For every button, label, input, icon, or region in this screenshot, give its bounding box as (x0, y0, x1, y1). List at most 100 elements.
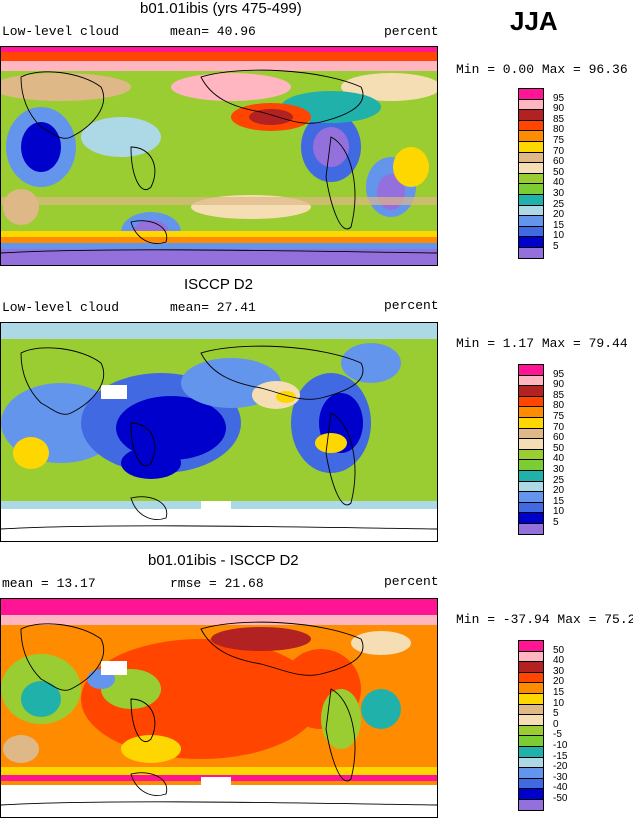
colorbar-label: 40 (553, 177, 565, 189)
panel-2-map (0, 322, 438, 542)
colorbar-swatch (518, 714, 544, 725)
colorbar-swatch (518, 799, 544, 811)
colorbar-label: 30 (553, 464, 565, 475)
colorbar-swatch (518, 225, 544, 237)
colorbar-label: 15 (553, 687, 565, 698)
colorbar-label: 5 (553, 517, 559, 528)
colorbar-label: 25 (553, 474, 565, 486)
panel-3-minmax-label: Min = -37.94 Max = 75.25 (456, 612, 633, 627)
colorbar-label: 70 (553, 145, 565, 157)
panel-2-units-label: percent (384, 298, 439, 313)
colorbar-swatch (518, 395, 544, 407)
panel-1-map (0, 46, 438, 266)
colorbar-swatch (518, 162, 544, 173)
colorbar-label: 0 (553, 718, 559, 730)
colorbar-label: 25 (553, 198, 565, 210)
colorbar-swatch (518, 501, 544, 513)
colorbar-label: -5 (553, 729, 562, 741)
panel-1-title: b01.01ibis (yrs 475-499) (140, 0, 302, 17)
colorbar-swatch (518, 438, 544, 449)
colorbar-swatch (518, 448, 544, 460)
colorbar-swatch (518, 640, 544, 651)
colorbar-swatch (518, 417, 544, 428)
panel-3-map (0, 598, 438, 818)
colorbar-swatch (518, 693, 544, 704)
colorbar-swatch (518, 427, 544, 439)
colorbar-swatch (518, 151, 544, 163)
colorbar-label: 20 (553, 676, 565, 688)
colorbar-label: 30 (553, 188, 565, 199)
colorbar-label: 85 (553, 389, 565, 401)
colorbar-label: -40 (553, 782, 568, 794)
colorbar-label: 10 (553, 506, 565, 518)
colorbar-label: 75 (553, 135, 565, 146)
colorbar-label: 60 (553, 156, 565, 168)
colorbar-label: 5 (553, 241, 559, 252)
colorbar-label: 10 (553, 697, 565, 709)
colorbar-swatch (518, 247, 544, 259)
colorbar-label: 90 (553, 103, 565, 115)
colorbar-swatch (518, 459, 544, 470)
colorbar-swatch (518, 194, 544, 205)
colorbar-label: 95 (553, 368, 565, 380)
colorbar-swatch (518, 735, 544, 746)
panel-3-rmse-label: rmse = 21.68 (170, 576, 264, 591)
panel-1-units-label: percent (384, 24, 439, 39)
colorbar-label: 50 (553, 166, 565, 178)
colorbar-label: 15 (553, 219, 565, 231)
colorbar-swatch (518, 172, 544, 184)
colorbar-label: 95 (553, 92, 565, 104)
panel-2-minmax-label: Min = 1.17 Max = 79.44 (456, 336, 628, 351)
colorbar-label: 50 (553, 644, 565, 656)
panel-3-mean-label: mean = 13.17 (2, 576, 96, 591)
panel-2-map-field (1, 323, 437, 541)
colorbar-swatch (518, 470, 544, 481)
colorbar-swatch (518, 98, 544, 110)
colorbar-swatch (518, 374, 544, 386)
colorbar-swatch (518, 406, 544, 417)
panel-2-mean-label: mean= 27.41 (170, 300, 256, 315)
colorbar-label: 85 (553, 113, 565, 125)
panel-1-mean-label: mean= 40.96 (170, 24, 256, 39)
colorbar-swatch (518, 724, 544, 736)
colorbar-label: 80 (553, 124, 565, 136)
colorbar-label: -50 (553, 793, 568, 804)
colorbar-label: -30 (553, 771, 568, 783)
colorbar-swatch (518, 746, 544, 757)
colorbar-label: 40 (553, 453, 565, 465)
colorbar-label: 20 (553, 209, 565, 221)
colorbar-swatch (518, 491, 544, 502)
panel-3-map-field (1, 599, 437, 817)
panel-3-title: b01.01ibis - ISCCP D2 (148, 552, 299, 569)
colorbar-label: 90 (553, 379, 565, 391)
colorbar-label: 70 (553, 421, 565, 433)
colorbar-label: 5 (553, 708, 559, 720)
colorbar-swatch (518, 215, 544, 226)
panel-2-title: ISCCP D2 (184, 276, 253, 293)
colorbar-swatch (518, 767, 544, 778)
colorbar-swatch (518, 364, 544, 375)
colorbar-swatch (518, 88, 544, 99)
colorbar-label: 20 (553, 485, 565, 497)
colorbar-swatch (518, 512, 544, 523)
colorbar-label: -15 (553, 750, 568, 762)
panel-3-units-label: percent (384, 574, 439, 589)
colorbar-label: 15 (553, 495, 565, 507)
colorbar-label: 40 (553, 655, 565, 667)
colorbar-swatch (518, 141, 544, 152)
colorbar-swatch (518, 119, 544, 131)
colorbar-swatch (518, 777, 544, 789)
colorbar-swatch (518, 109, 544, 120)
colorbar-label: 10 (553, 230, 565, 242)
panel-1-map-field (1, 47, 437, 265)
colorbar-label: -10 (553, 740, 568, 751)
colorbar-swatch (518, 703, 544, 715)
colorbar-swatch (518, 204, 544, 216)
colorbar-label: 50 (553, 442, 565, 454)
colorbar-swatch (518, 480, 544, 492)
colorbar-swatch (518, 788, 544, 799)
colorbar-label: 60 (553, 432, 565, 444)
colorbar-label: -20 (553, 761, 568, 773)
panel-1-variable-label: Low-level cloud (2, 24, 120, 39)
season-label: JJA (510, 6, 558, 36)
